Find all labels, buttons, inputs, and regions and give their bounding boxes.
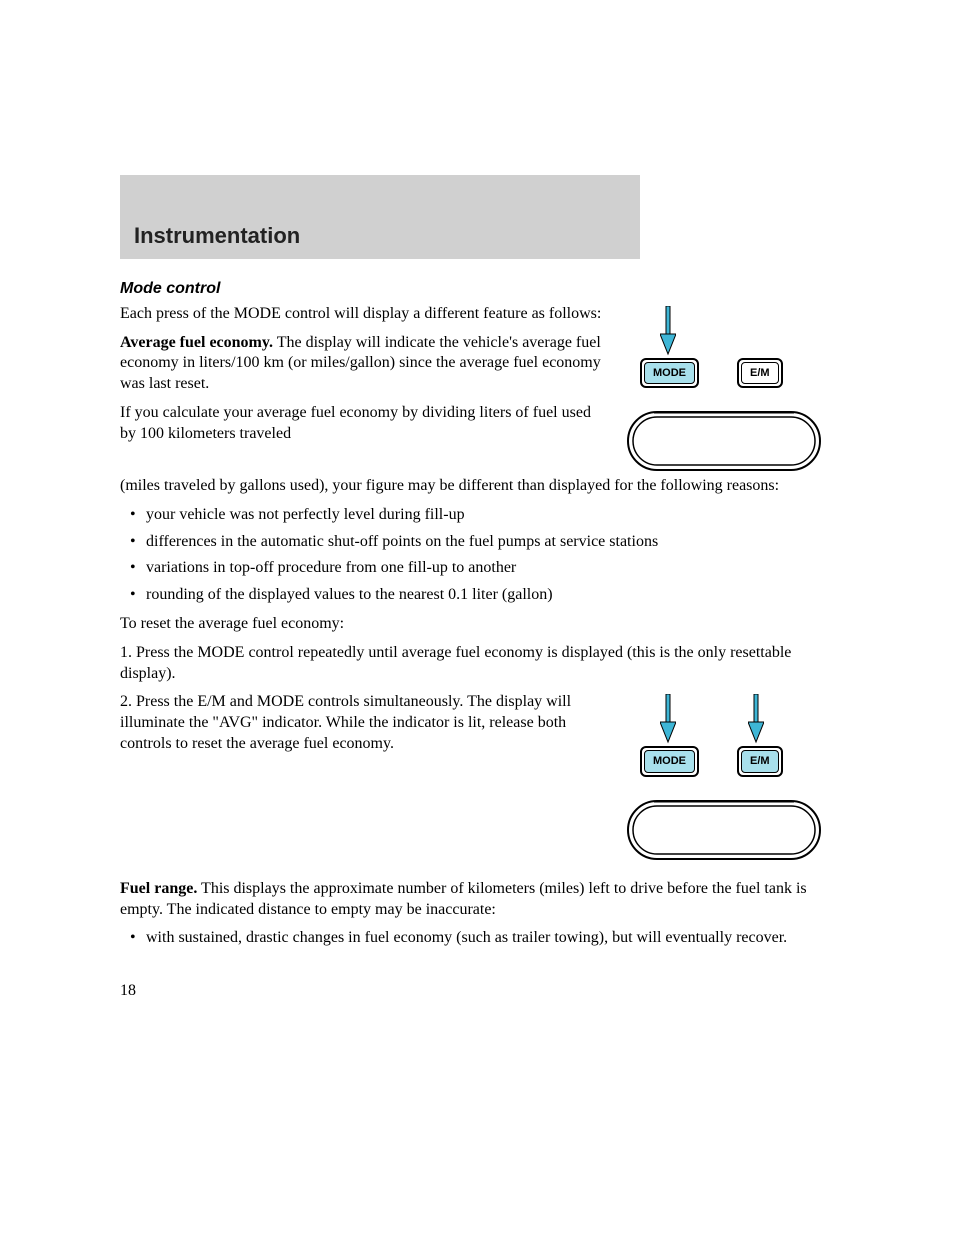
calc-paragraph-a: If you calculate your average fuel econo… — [120, 403, 604, 445]
list-item: your vehicle was not perfectly level dur… — [120, 505, 834, 526]
em-button-outline: E/M — [737, 746, 783, 776]
mode-button: MODE — [644, 362, 695, 384]
fuel-range-list: with sustained, drastic changes in fuel … — [120, 928, 834, 949]
diagram-2: MODE E/M — [624, 692, 834, 864]
page-number: 18 — [120, 982, 136, 1000]
body-content: Mode control Each press of the MODE cont… — [120, 259, 834, 949]
avg-fuel-label: Average fuel economy. — [120, 334, 273, 351]
calc-paragraph-b: (miles traveled by gallons used), your f… — [120, 476, 834, 497]
list-item: variations in top-off procedure from one… — [120, 558, 834, 579]
down-arrow-icon — [748, 694, 764, 744]
step-1: 1. Press the MODE control repeatedly unt… — [120, 643, 834, 685]
section-header-bar: Instrumentation — [120, 175, 640, 259]
arrow-row — [624, 304, 824, 356]
mode-diagram-double-arrow: MODE E/M — [624, 692, 824, 864]
arrow-row — [624, 692, 824, 744]
avg-fuel-paragraph: Average fuel economy. The display will i… — [120, 333, 604, 395]
em-button: E/M — [741, 362, 779, 384]
fuel-range-paragraph: Fuel range. This displays the approximat… — [120, 879, 834, 921]
em-button-outline: E/M — [737, 358, 783, 388]
reset-intro: To reset the average fuel economy: — [120, 614, 834, 635]
subheading-mode-control: Mode control — [120, 279, 834, 300]
display-oval — [624, 406, 824, 476]
list-item: differences in the automatic shut-off po… — [120, 532, 834, 553]
list-item: with sustained, drastic changes in fuel … — [120, 928, 834, 949]
list-item: rounding of the displayed values to the … — [120, 585, 834, 606]
fuel-range-label: Fuel range. — [120, 880, 197, 897]
row-intro-with-diagram: Each press of the MODE control will disp… — [120, 304, 834, 476]
fuel-range-text: This displays the approximate number of … — [120, 880, 807, 918]
mode-button: MODE — [644, 750, 695, 772]
down-arrow-icon — [660, 694, 676, 744]
display-oval — [624, 795, 824, 865]
diagram-1: MODE E/M — [624, 304, 834, 476]
text-column: 2. Press the E/M and MODE controls simul… — [120, 692, 604, 762]
section-title: Instrumentation — [134, 223, 300, 249]
em-button: E/M — [741, 750, 779, 772]
mode-button-outline: MODE — [640, 746, 699, 776]
reason-list: your vehicle was not perfectly level dur… — [120, 505, 834, 606]
row-step2-with-diagram: 2. Press the E/M and MODE controls simul… — [120, 692, 834, 864]
button-row: MODE E/M — [624, 358, 824, 388]
mode-diagram-single-arrow: MODE E/M — [624, 304, 824, 476]
page-content: Instrumentation Mode control Each press … — [120, 175, 834, 957]
mode-button-outline: MODE — [640, 358, 699, 388]
text-column: Each press of the MODE control will disp… — [120, 304, 604, 453]
step-2: 2. Press the E/M and MODE controls simul… — [120, 692, 604, 754]
button-row: MODE E/M — [624, 746, 824, 776]
down-arrow-icon — [660, 306, 676, 356]
intro-paragraph: Each press of the MODE control will disp… — [120, 304, 604, 325]
